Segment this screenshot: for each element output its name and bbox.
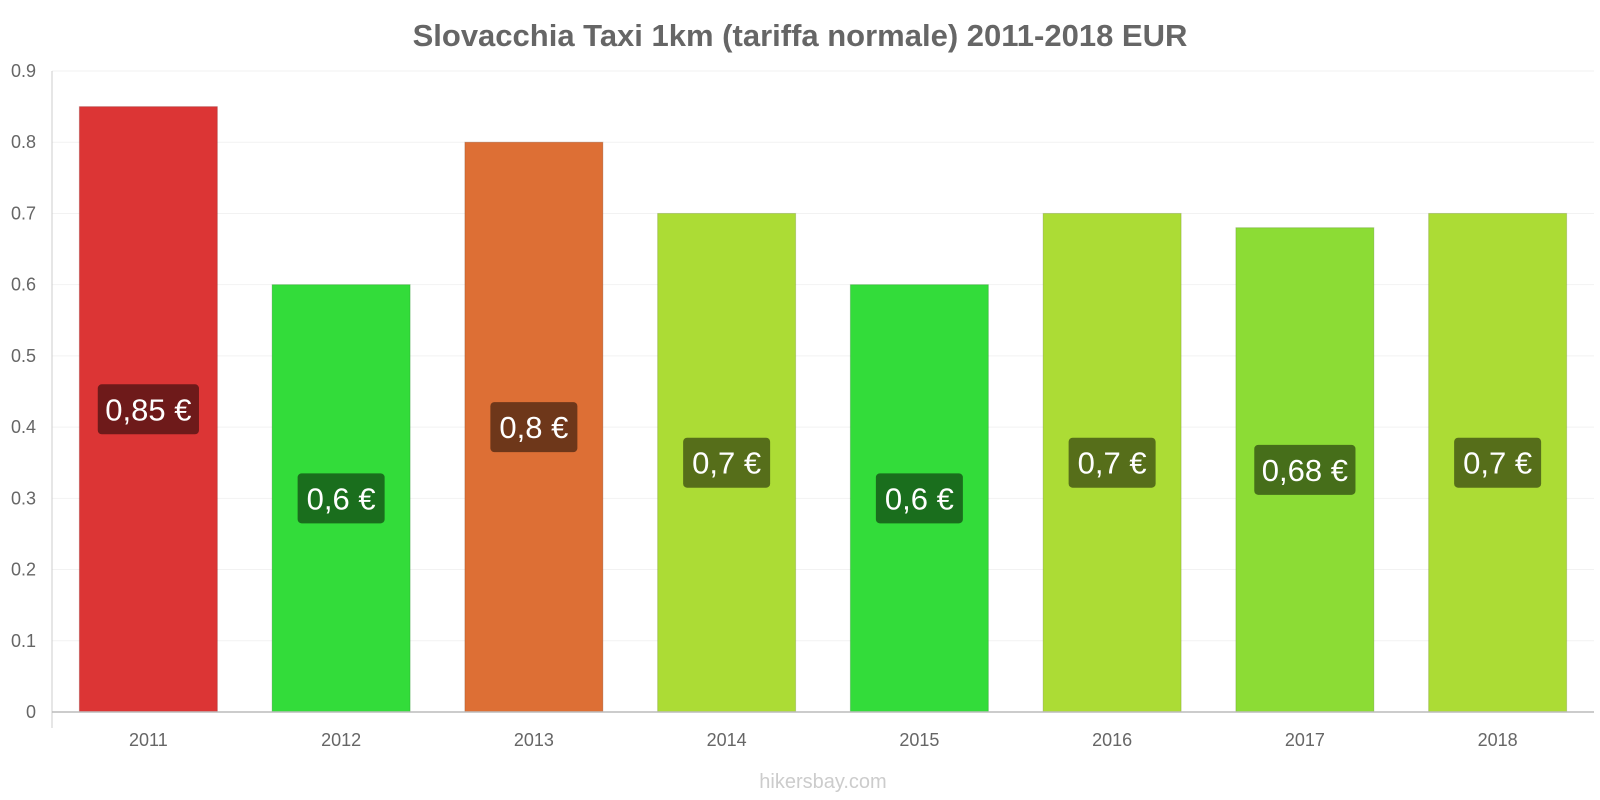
x-tick-label: 2017 [1285, 730, 1325, 750]
value-label: 0,85 € [105, 392, 191, 427]
y-tick-label: 0.2 [11, 560, 36, 580]
value-label-box [97, 384, 199, 435]
y-tick-label: 0.3 [11, 488, 36, 508]
watermark-text: hikersbay.com [759, 771, 886, 793]
value-label: 0,8 € [499, 410, 568, 445]
value-label: 0,7 € [692, 446, 761, 481]
y-tick-label: 0.9 [11, 61, 36, 81]
y-tick-label: 0.4 [11, 417, 36, 437]
x-tick-label: 2012 [321, 730, 361, 750]
x-axis: 2011 2012 2013 2014 2015 2016 2017 2018 [52, 711, 1594, 750]
y-axis: 0 0.1 0.2 0.3 0.4 0.5 0.6 0.7 0.8 0.9 [11, 61, 53, 728]
y-tick-label: 0.8 [11, 132, 36, 152]
value-label-box [1454, 437, 1542, 488]
value-label: 0,68 € [1262, 453, 1348, 488]
value-label: 0,6 € [307, 481, 376, 516]
x-tick-label: 2014 [707, 730, 747, 750]
value-label: 0,6 € [885, 481, 954, 516]
y-tick-label: 0.5 [11, 346, 36, 366]
bars [78, 106, 1568, 713]
value-label: 0,7 € [1463, 446, 1532, 481]
value-label-box [683, 437, 771, 488]
chart-title: Slovacchia Taxi 1km (tariffa normale) 20… [413, 18, 1188, 53]
x-tick-label: 2013 [514, 730, 554, 750]
y-tick-label: 0 [26, 702, 36, 722]
y-tick-label: 0.7 [11, 203, 36, 223]
y-tick-label: 0.1 [11, 631, 36, 651]
value-label-box [490, 402, 578, 453]
value-label-box [297, 473, 385, 524]
x-tick-label: 2016 [1092, 730, 1132, 750]
x-tick-label: 2015 [899, 730, 939, 750]
value-label-box [1068, 437, 1156, 488]
x-tick-label: 2011 [129, 730, 168, 750]
value-labels: 0,85 € 0,6 € 0,8 € 0,7 € 0,6 € 0,7 € 0,68 € 0,7… [97, 384, 1542, 524]
value-label-box [875, 473, 963, 524]
value-label: 0,7 € [1078, 446, 1147, 481]
x-tick-label: 2018 [1478, 730, 1518, 750]
value-label-box [1254, 444, 1356, 495]
y-tick-label: 0.6 [11, 275, 36, 295]
